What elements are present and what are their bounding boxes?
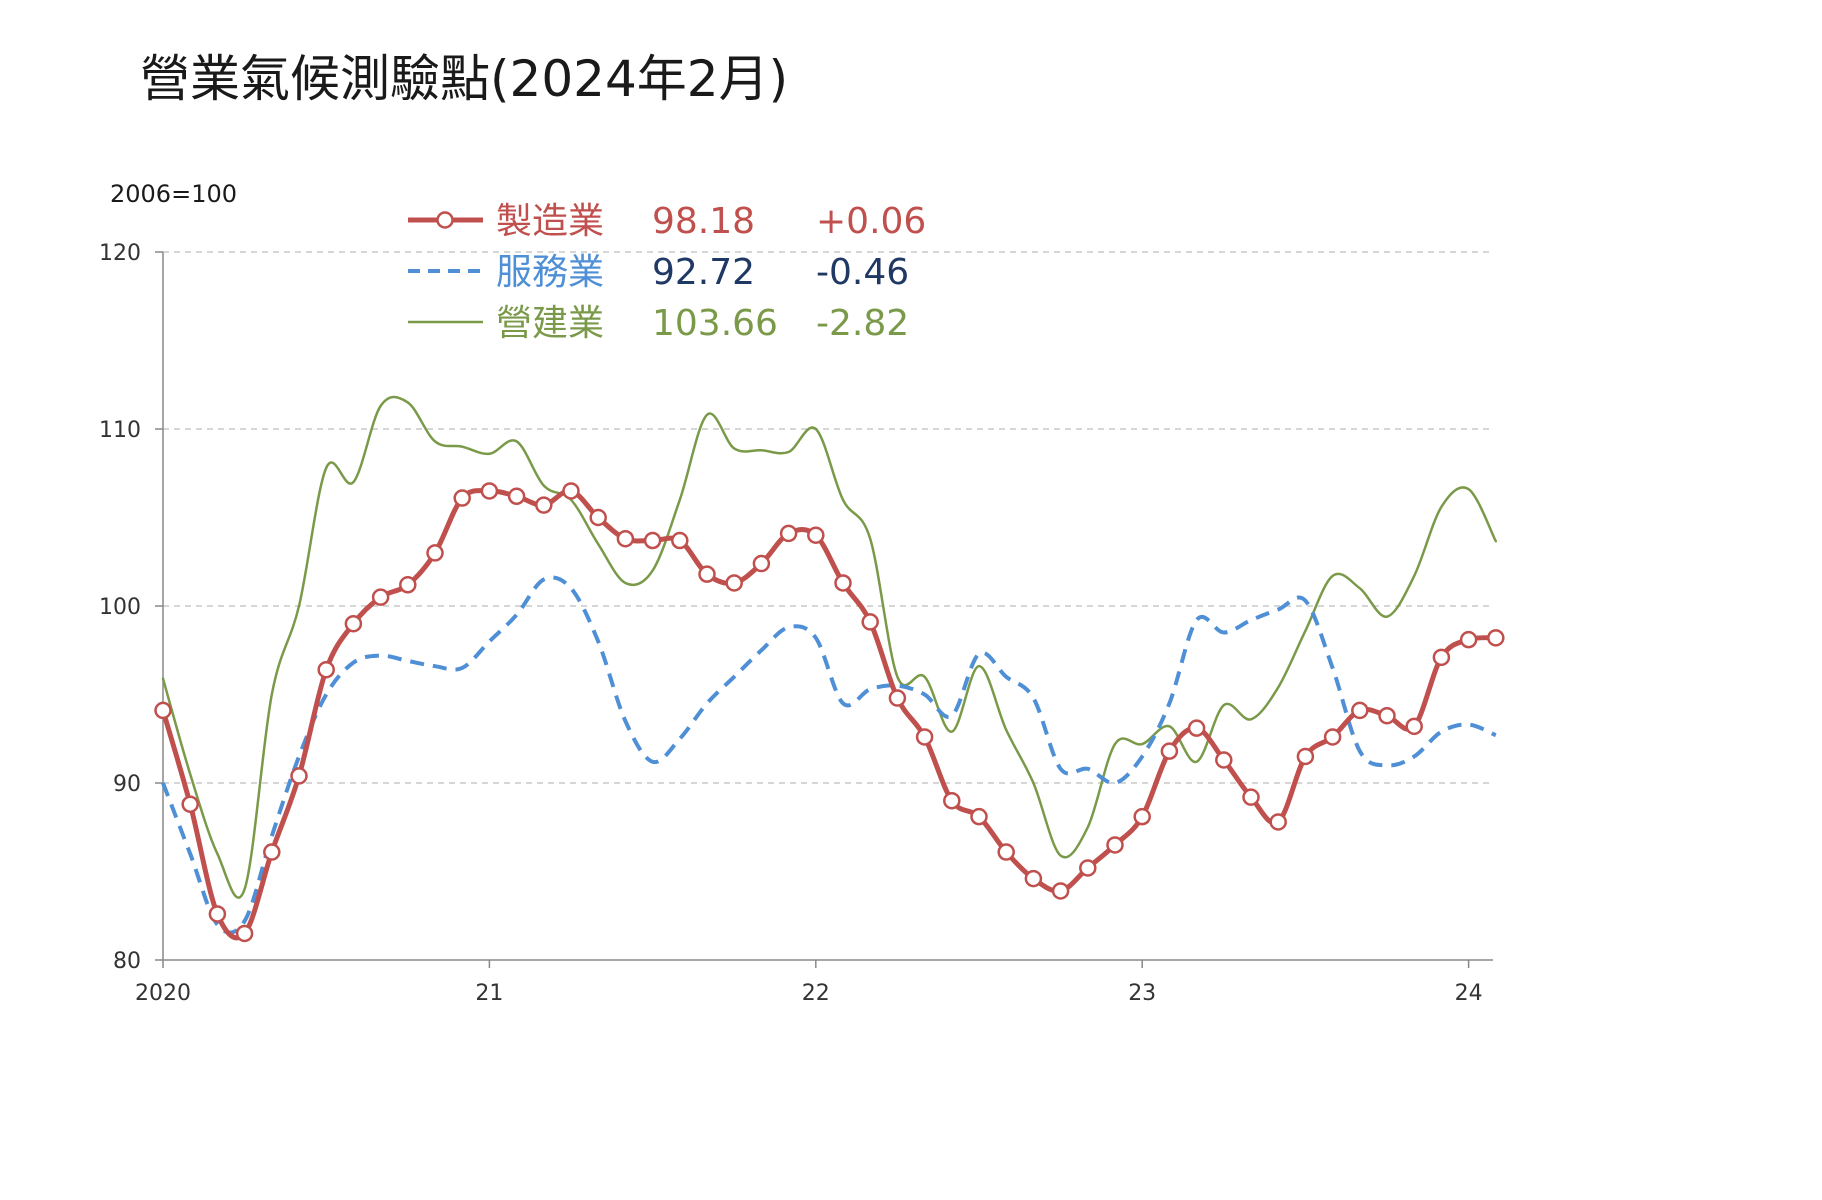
data-point <box>317 660 335 679</box>
data-point <box>371 588 390 606</box>
legend-item-manufacturing: 製造業 98.18 +0.06 <box>408 201 926 242</box>
data-point <box>1432 648 1451 667</box>
y-tick-label: 120 <box>99 241 141 266</box>
data-point <box>1405 717 1423 736</box>
x-tick-label: 21 <box>475 981 503 1006</box>
data-point <box>752 554 771 573</box>
data-point <box>725 574 743 592</box>
data-point <box>861 613 879 631</box>
data-point <box>698 565 716 583</box>
x-tick-label: 22 <box>802 981 830 1006</box>
gridlines <box>163 251 1493 784</box>
data-point <box>616 529 635 548</box>
data-point <box>290 767 308 785</box>
chart-title: 營業氣候測驗點(2024年2月) <box>140 50 788 108</box>
data-point <box>1323 728 1342 746</box>
legend-label: 服務業 <box>496 252 604 293</box>
legend-latest-value: 92.72 <box>652 252 755 293</box>
data-point <box>208 905 227 923</box>
data-point <box>1269 813 1287 831</box>
series-line-manufacturing <box>160 488 1499 941</box>
y-tick-label: 80 <box>113 949 141 974</box>
series-line-construction <box>161 395 1498 899</box>
legend-label: 營建業 <box>496 303 604 344</box>
data-point <box>1296 747 1315 766</box>
data-point <box>1079 859 1097 877</box>
series-manufacturing <box>154 482 1505 943</box>
data-point <box>263 843 281 861</box>
legend-item-services: 服務業 92.72 -0.46 <box>408 252 909 293</box>
data-point <box>181 795 199 813</box>
data-point <box>779 524 798 543</box>
data-point <box>1459 630 1478 649</box>
data-point <box>1215 751 1233 769</box>
legend: 製造業 98.18 +0.06 服務業 92.72 -0.46 營建業 103.66 -2.82 <box>408 201 926 344</box>
data-point <box>1187 719 1206 737</box>
data-point <box>671 531 689 550</box>
data-point <box>589 508 607 527</box>
x-tick-label: 23 <box>1128 981 1156 1006</box>
x-tick-label: 24 <box>1455 981 1483 1006</box>
series-line-services <box>161 575 1497 935</box>
data-point <box>915 728 934 746</box>
series-lines <box>154 395 1505 943</box>
data-point <box>1106 836 1124 854</box>
legend-latest-value: 103.66 <box>652 303 778 344</box>
legend-item-construction: 營建業 103.66 -2.82 <box>408 303 909 344</box>
data-point <box>562 482 580 500</box>
data-point <box>426 544 444 562</box>
data-point <box>1487 629 1505 647</box>
data-point <box>154 701 172 720</box>
legend-change-value: -0.46 <box>816 252 909 293</box>
data-point <box>1160 742 1179 760</box>
series-services <box>161 575 1497 935</box>
data-point <box>643 531 662 550</box>
data-point <box>1378 706 1396 725</box>
data-point <box>997 843 1015 861</box>
data-point <box>1351 701 1369 720</box>
legend-latest-value: 98.18 <box>652 201 755 242</box>
data-point <box>480 482 499 500</box>
data-point <box>1024 869 1043 888</box>
data-point <box>834 574 852 592</box>
data-point <box>888 689 907 707</box>
data-point <box>235 924 254 943</box>
axes: 80 90 100 110 120 2020 21 22 23 24 <box>99 241 1493 1006</box>
data-point <box>453 489 471 507</box>
unit-label: 2006=100 <box>110 180 237 208</box>
y-tick-label: 90 <box>113 772 141 797</box>
data-point <box>943 791 961 810</box>
data-point <box>1051 882 1070 900</box>
legend-change-value: +0.06 <box>816 201 926 242</box>
data-point <box>1242 788 1260 806</box>
legend-change-value: -2.82 <box>816 303 909 344</box>
series-construction <box>161 395 1498 899</box>
data-point <box>507 487 526 506</box>
data-point <box>970 807 988 826</box>
data-point <box>344 614 363 633</box>
legend-label: 製造業 <box>496 201 604 242</box>
y-tick-label: 110 <box>99 418 141 443</box>
legend-marker <box>436 211 454 229</box>
y-tick-label: 100 <box>99 595 141 620</box>
data-point <box>399 576 417 594</box>
data-point <box>1133 807 1151 826</box>
data-point <box>535 496 553 514</box>
x-tick-label: 2020 <box>135 981 191 1006</box>
data-point <box>807 526 825 544</box>
